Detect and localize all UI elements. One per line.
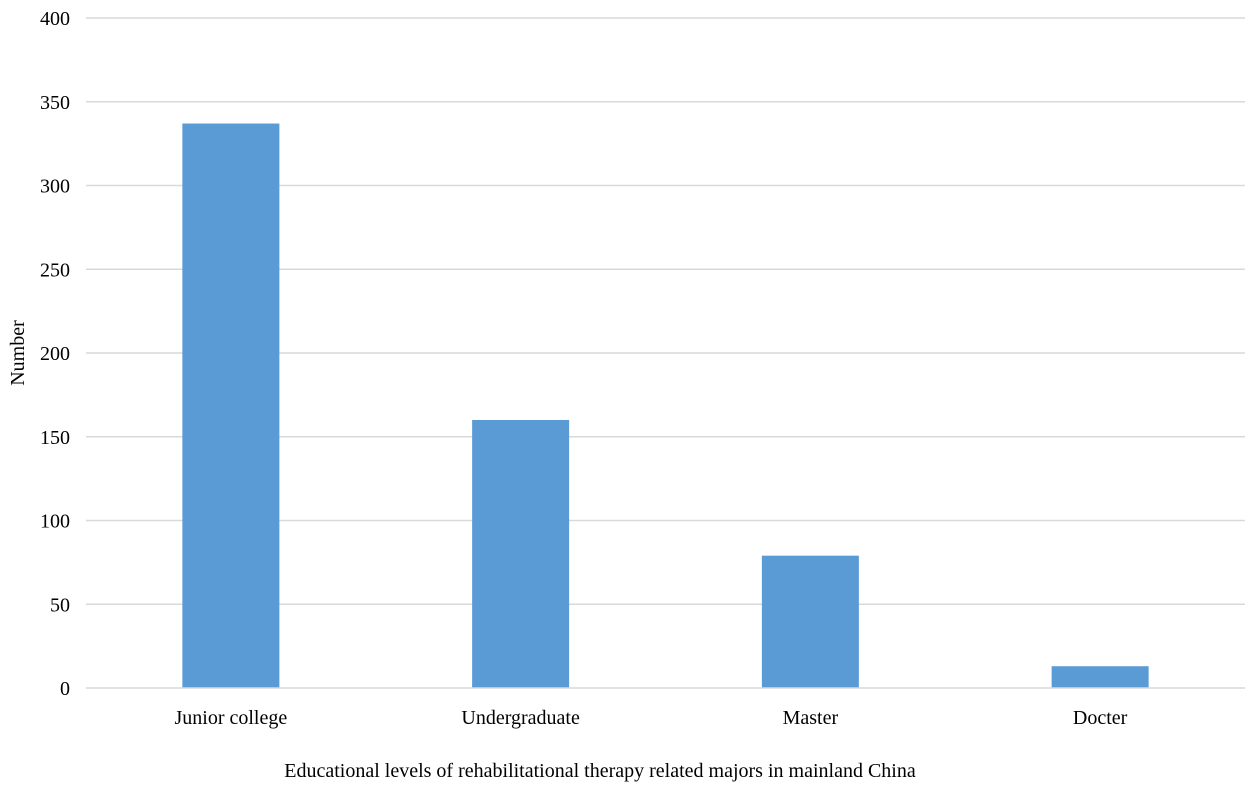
x-category-label: Undergraduate (461, 707, 580, 729)
x-axis-categories: Junior college Undergraduate Master Docter (175, 707, 1128, 729)
x-category-label: Junior college (175, 707, 288, 729)
y-tick-label: 350 (40, 92, 70, 114)
y-tick-label: 200 (40, 343, 70, 365)
x-axis-title: Educational levels of rehabilitational t… (284, 760, 916, 782)
bar (761, 555, 859, 688)
y-tick-label: 150 (40, 427, 70, 449)
y-axis-title: Number (7, 320, 29, 386)
y-tick-label: 0 (60, 678, 70, 700)
y-tick-label: 400 (40, 8, 70, 30)
x-category-label: Docter (1073, 707, 1128, 729)
y-tick-label: 250 (40, 259, 70, 281)
bars (182, 123, 1149, 688)
y-tick-label: 100 (40, 511, 70, 533)
y-tick-label: 300 (40, 176, 70, 198)
x-category-label: Master (783, 707, 839, 729)
y-axis-ticks: 0 50 100 150 200 250 300 350 400 (40, 8, 70, 700)
y-tick-label: 50 (50, 594, 70, 616)
bar (182, 123, 280, 688)
bar (472, 420, 570, 688)
bar (1051, 666, 1149, 688)
